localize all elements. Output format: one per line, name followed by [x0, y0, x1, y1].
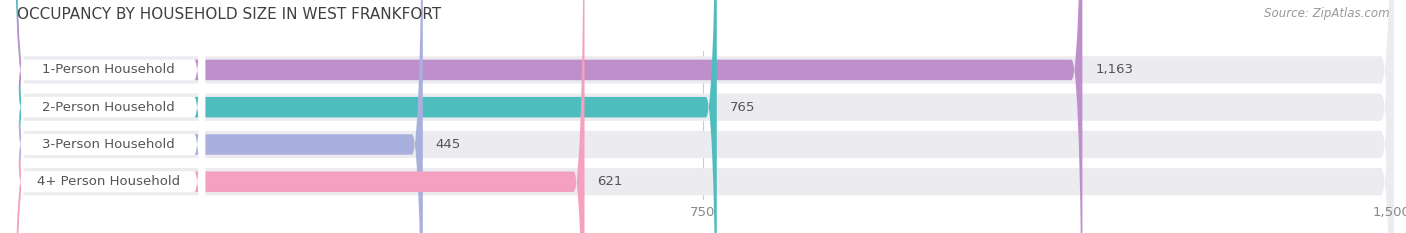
- FancyBboxPatch shape: [13, 0, 205, 233]
- Text: 1,163: 1,163: [1095, 63, 1133, 76]
- Text: 621: 621: [598, 175, 623, 188]
- Text: 4+ Person Household: 4+ Person Household: [37, 175, 180, 188]
- FancyBboxPatch shape: [13, 0, 1393, 233]
- FancyBboxPatch shape: [13, 0, 205, 233]
- FancyBboxPatch shape: [14, 0, 423, 233]
- FancyBboxPatch shape: [14, 0, 717, 233]
- FancyBboxPatch shape: [13, 0, 1393, 233]
- FancyBboxPatch shape: [13, 0, 1393, 233]
- Text: 2-Person Household: 2-Person Household: [42, 101, 176, 114]
- Text: OCCUPANCY BY HOUSEHOLD SIZE IN WEST FRANKFORT: OCCUPANCY BY HOUSEHOLD SIZE IN WEST FRAN…: [17, 7, 441, 22]
- FancyBboxPatch shape: [13, 0, 205, 233]
- FancyBboxPatch shape: [13, 0, 205, 233]
- FancyBboxPatch shape: [14, 0, 585, 233]
- FancyBboxPatch shape: [14, 0, 1083, 233]
- FancyBboxPatch shape: [13, 0, 1393, 233]
- Text: Source: ZipAtlas.com: Source: ZipAtlas.com: [1264, 7, 1389, 20]
- Text: 1-Person Household: 1-Person Household: [42, 63, 176, 76]
- Text: 765: 765: [730, 101, 755, 114]
- Text: 445: 445: [436, 138, 461, 151]
- Text: 3-Person Household: 3-Person Household: [42, 138, 176, 151]
